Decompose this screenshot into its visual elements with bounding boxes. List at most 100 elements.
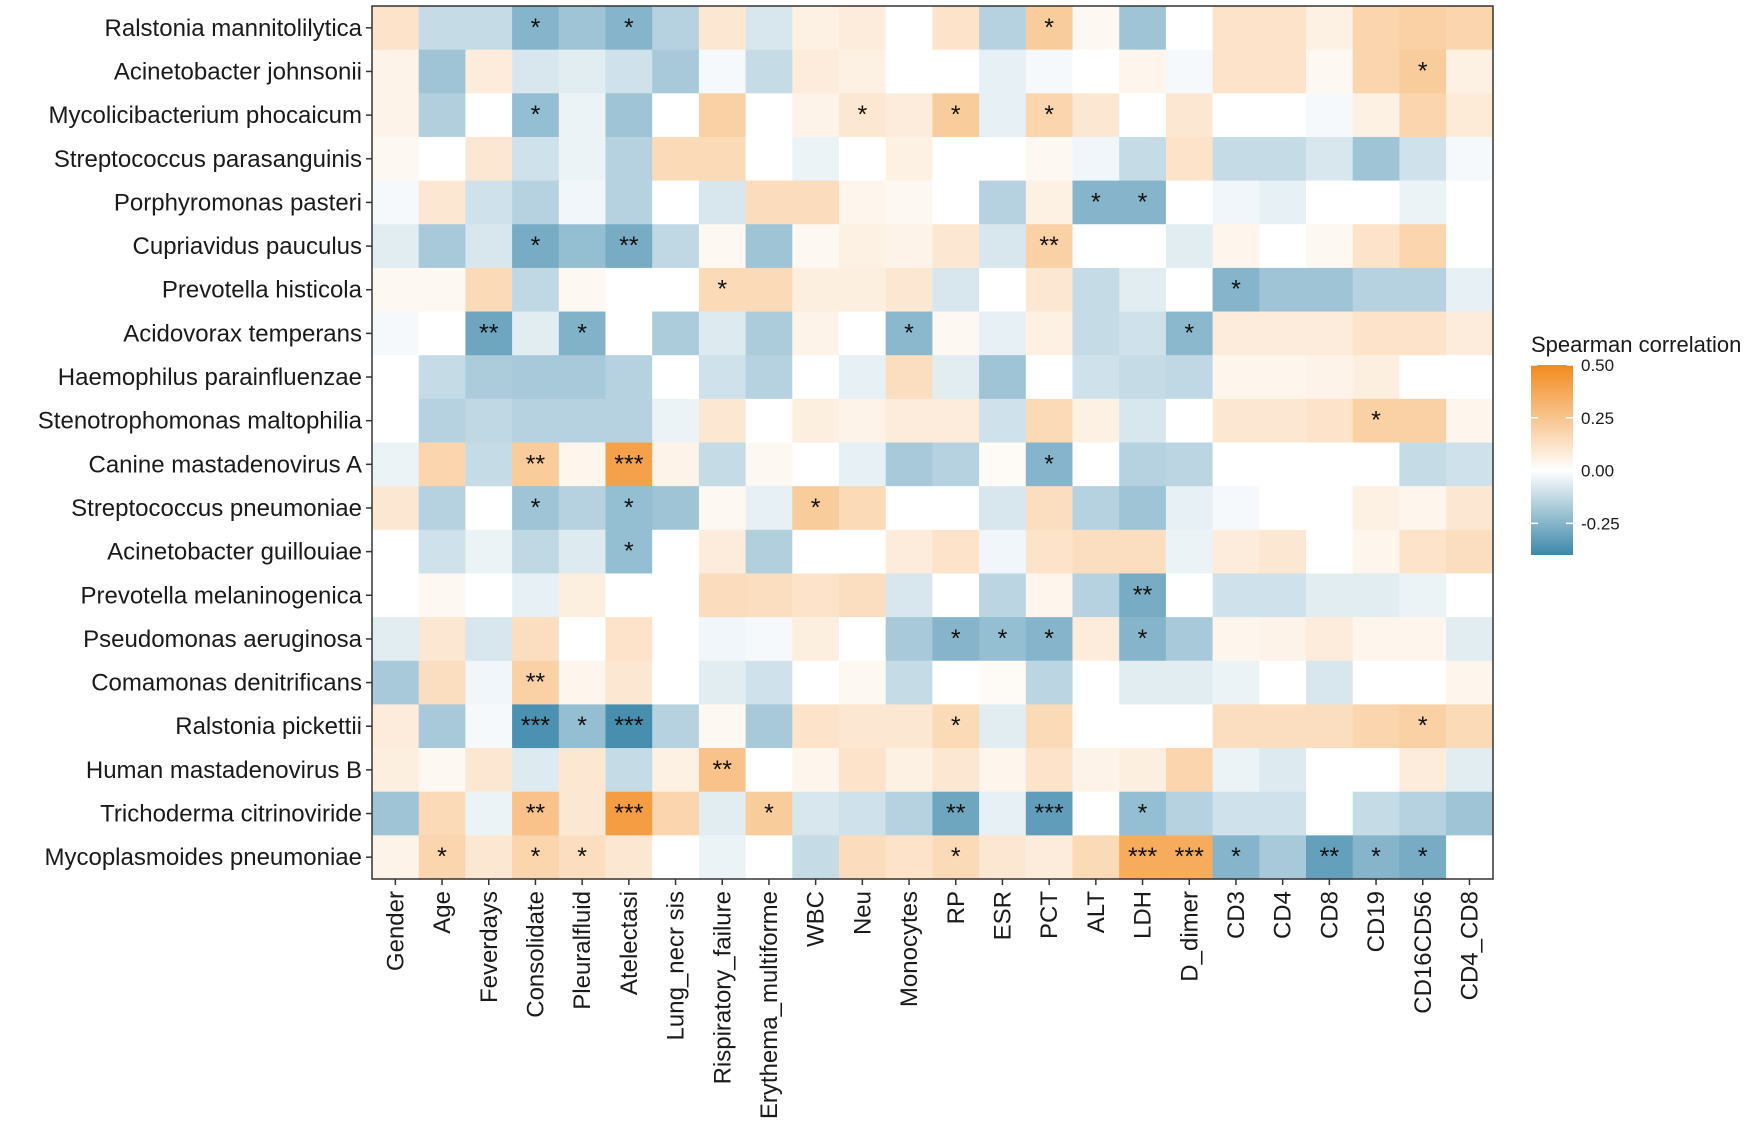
heatmap-cell — [558, 835, 607, 880]
heatmap-cell — [1165, 267, 1214, 313]
heatmap-cell — [792, 355, 840, 400]
heatmap-cell — [372, 6, 420, 51]
heatmap-cell — [1446, 6, 1494, 51]
heatmap-cell — [652, 835, 700, 880]
heatmap-cell — [745, 529, 793, 575]
heatmap-cell — [1446, 529, 1494, 575]
heatmap-cell — [885, 573, 933, 618]
heatmap-cell — [1165, 180, 1214, 225]
heatmap-cell — [839, 835, 887, 880]
heatmap-cell — [1306, 93, 1354, 138]
column-label: CD19 — [1363, 891, 1390, 952]
heatmap-cell — [652, 573, 700, 618]
column-labels: Gender Age Feverdays Consolidate Pleuralflui… — [382, 879, 1483, 1119]
row-label: Comamonas denitrificans — [91, 670, 362, 697]
heatmap-cell — [512, 660, 560, 705]
heatmap-cell — [465, 529, 513, 575]
heatmap-cell — [1306, 660, 1354, 705]
significance-marker: ** — [946, 800, 966, 828]
significance-marker: * — [1044, 14, 1054, 42]
column-label: Feverdays — [476, 891, 503, 1003]
heatmap-cell — [885, 136, 933, 182]
heatmap-cell — [979, 49, 1027, 94]
significance-marker: * — [624, 538, 634, 566]
heatmap-cell — [1446, 398, 1494, 444]
heatmap-cell — [839, 49, 887, 94]
significance-marker: * — [951, 625, 961, 653]
heatmap-cell — [512, 398, 560, 444]
heatmap-cell — [1165, 660, 1214, 705]
heatmap-cell — [1025, 704, 1074, 749]
row-label: Porphyromonas pasteri — [114, 189, 362, 216]
heatmap-cell — [1352, 573, 1400, 618]
heatmap-cell — [1306, 398, 1354, 444]
heatmap-cell — [932, 529, 980, 575]
heatmap-cell — [1072, 486, 1120, 531]
heatmap-cell — [372, 748, 420, 793]
heatmap-cell — [1259, 791, 1307, 836]
heatmap-cell — [1119, 49, 1167, 94]
heatmap-cell — [652, 748, 700, 793]
heatmap-cell — [1352, 6, 1400, 51]
heatmap-cell — [512, 442, 560, 487]
heatmap-cell — [932, 835, 980, 880]
significance-marker: *** — [1175, 843, 1204, 871]
heatmap-cell — [512, 267, 560, 313]
heatmap-cell — [465, 486, 513, 531]
heatmap-cell — [1259, 835, 1307, 880]
heatmap-cell — [745, 49, 793, 94]
heatmap-cell — [1446, 660, 1494, 705]
heatmap-cell — [1446, 180, 1494, 225]
heatmap-cell — [885, 748, 933, 793]
heatmap-cell — [1306, 180, 1354, 225]
column-label: PCT — [1036, 891, 1063, 939]
heatmap-cell — [418, 311, 466, 356]
heatmap-cell — [1072, 704, 1120, 749]
heatmap-cell — [1025, 136, 1074, 182]
heatmap-cell — [1352, 398, 1400, 444]
heatmap-cell — [558, 180, 607, 225]
significance-marker: * — [531, 843, 541, 871]
heatmap-cell — [792, 136, 840, 182]
heatmap-cell — [1352, 748, 1400, 793]
heatmap-cell — [885, 267, 933, 313]
row-label: Streptococcus pneumoniae — [71, 495, 362, 522]
heatmap-cell — [792, 311, 840, 356]
heatmap-cell — [1072, 136, 1120, 182]
heatmap-cell — [1072, 660, 1120, 705]
significance-marker: * — [1044, 450, 1054, 478]
panel-border — [371, 5, 1494, 880]
heatmap-cell — [1399, 529, 1447, 575]
heatmap-cell — [698, 791, 747, 836]
heatmap-cell — [1119, 573, 1167, 618]
heatmap-cell — [1212, 93, 1260, 138]
significance-marker: * — [1138, 188, 1148, 216]
heatmap-cell — [745, 704, 793, 749]
heatmap-cell — [1446, 835, 1494, 880]
heatmap-cell — [698, 748, 747, 793]
heatmap-cell — [418, 791, 466, 836]
heatmap-cell — [932, 704, 980, 749]
heatmap-cell — [698, 573, 747, 618]
heatmap-cell — [558, 224, 607, 269]
heatmap-cell — [1025, 529, 1074, 575]
heatmap-cell — [652, 355, 700, 400]
heatmap-cell — [1072, 180, 1120, 225]
significance-marker: * — [624, 14, 634, 42]
heatmap-cell — [885, 704, 933, 749]
row-label: Mycolicibacterium phocaicum — [49, 102, 362, 129]
heatmap-cell — [1306, 136, 1354, 182]
heatmap-cell — [1025, 835, 1074, 880]
heatmap-cell — [979, 267, 1027, 313]
heatmap-cell — [1072, 791, 1120, 836]
heatmap-cell — [1025, 311, 1074, 356]
heatmap-cell — [1352, 835, 1400, 880]
column-label: CD8 — [1316, 891, 1343, 939]
heatmap-cell — [558, 617, 607, 662]
heatmap-cell — [512, 93, 560, 138]
heatmap-cell — [605, 136, 653, 182]
heatmap-cell — [1352, 791, 1400, 836]
heatmap-cell — [792, 6, 840, 51]
heatmap-cell — [1352, 224, 1400, 269]
heatmap-cell — [698, 180, 747, 225]
